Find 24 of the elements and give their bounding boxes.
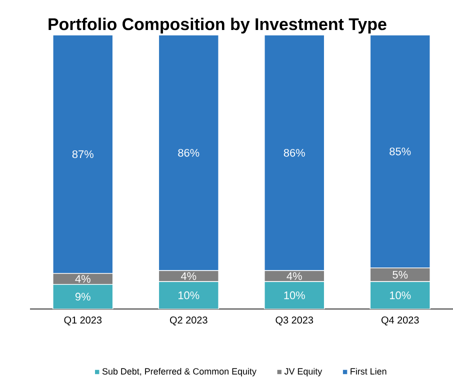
data-label: 4% [75, 275, 90, 283]
data-label: 85% [390, 148, 411, 156]
bar [52, 284, 114, 309]
data-label: 5% [392, 270, 408, 279]
data-label: 10% [284, 291, 305, 300]
x-tick-label: Q1 2023 [64, 316, 102, 326]
data-label: 86% [284, 148, 305, 157]
chart-title: Portfolio Composition by Investment Type [48, 18, 386, 34]
x-tick-label: Q2 2023 [170, 316, 208, 326]
data-label: 86% [178, 148, 200, 157]
data-label: 4% [286, 272, 302, 280]
legend-label: Sub Debt, Preferred & Common Equity [102, 368, 256, 376]
data-label: 10% [390, 291, 411, 300]
x-tick-label: Q4 2023 [381, 316, 419, 326]
data-label: 87% [72, 150, 94, 158]
data-label: 9% [75, 292, 90, 301]
data-label: 10% [178, 291, 200, 300]
x-tick-label: Q3 2023 [276, 316, 314, 326]
data-label: 4% [180, 272, 196, 280]
legend-label: JV Equity [284, 368, 322, 376]
bar [370, 281, 431, 309]
bar [158, 281, 220, 309]
bar [264, 281, 325, 309]
legend-label: First Lien [350, 368, 386, 375]
